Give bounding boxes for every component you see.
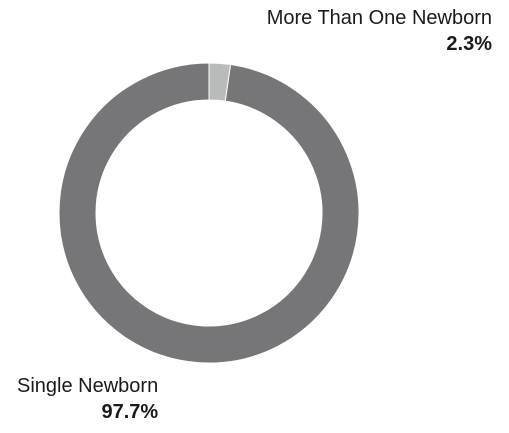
slice-value-single-newborn: 97.7% <box>101 401 159 423</box>
slice-label-more-than-one-newborn: More Than One Newborn 2.3% <box>267 5 492 57</box>
slice-name-single-newborn: Single Newborn <box>17 375 159 397</box>
slice-name-more-than-one-newborn: More Than One Newborn <box>266 7 492 29</box>
slice-label-single-newborn: Single Newborn 97.7% <box>17 373 158 425</box>
slice-value-more-than-one-newborn: 2.3% <box>446 33 492 55</box>
donut-slice-single-newborn <box>58 62 360 364</box>
